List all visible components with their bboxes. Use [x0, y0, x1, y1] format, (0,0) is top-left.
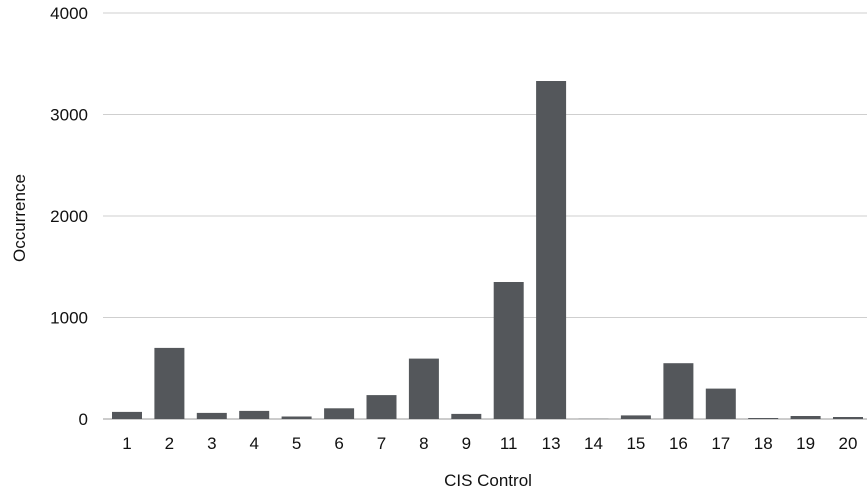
bar-control-5 — [281, 416, 312, 419]
bar-control-7 — [366, 395, 397, 419]
x-tick-label: 8 — [419, 434, 428, 453]
y-tick-label: 1000 — [50, 309, 88, 328]
x-tick-label: 4 — [249, 434, 258, 453]
x-tick-label: 11 — [500, 434, 518, 453]
x-tick-label: 2 — [165, 434, 174, 453]
bar-control-15 — [620, 415, 651, 419]
bar-control-20 — [833, 417, 863, 419]
x-tick-label: 16 — [669, 434, 688, 453]
bar-control-3 — [196, 412, 227, 419]
x-axis-label: CIS Control — [444, 471, 532, 490]
x-tick-label: 5 — [292, 434, 301, 453]
bar-control-1 — [112, 411, 142, 419]
x-tick-label: 13 — [542, 434, 561, 453]
x-tick-label: 20 — [839, 434, 858, 453]
x-tick-label: 19 — [796, 434, 815, 453]
bar-control-18 — [748, 418, 779, 419]
bar-control-17 — [705, 388, 736, 419]
y-tick-label: 0 — [79, 410, 88, 429]
bar-control-16 — [663, 363, 694, 419]
x-tick-label: 3 — [207, 434, 216, 453]
y-axis-ticks: 0 1000 2000 3000 4000 — [50, 4, 88, 429]
x-tick-label: 7 — [377, 434, 386, 453]
gridlines — [103, 12, 867, 420]
x-tick-label: 1 — [122, 434, 131, 453]
x-tick-label: 6 — [334, 434, 343, 453]
bars — [112, 81, 863, 419]
bar-control-4 — [239, 410, 270, 419]
x-tick-label: 14 — [584, 434, 603, 453]
bar-control-13 — [536, 81, 567, 419]
x-axis-ticks: 1 2 3 4 5 6 7 8 9 11 13 14 15 16 17 18 19 20 — [122, 434, 857, 453]
x-tick-label: 18 — [754, 434, 773, 453]
y-axis-label: Occurrence — [10, 174, 29, 262]
y-tick-label: 2000 — [50, 207, 88, 226]
bar-control-2 — [154, 347, 185, 419]
y-tick-label: 3000 — [50, 106, 88, 125]
bar-control-6 — [324, 408, 355, 419]
bar-control-11 — [493, 282, 524, 419]
x-tick-label: 17 — [711, 434, 730, 453]
y-tick-label: 4000 — [50, 4, 88, 23]
bar-control-9 — [451, 413, 482, 419]
x-tick-label: 15 — [626, 434, 645, 453]
bar-control-19 — [790, 416, 821, 419]
x-tick-label: 9 — [462, 434, 471, 453]
bar-control-8 — [408, 358, 439, 419]
